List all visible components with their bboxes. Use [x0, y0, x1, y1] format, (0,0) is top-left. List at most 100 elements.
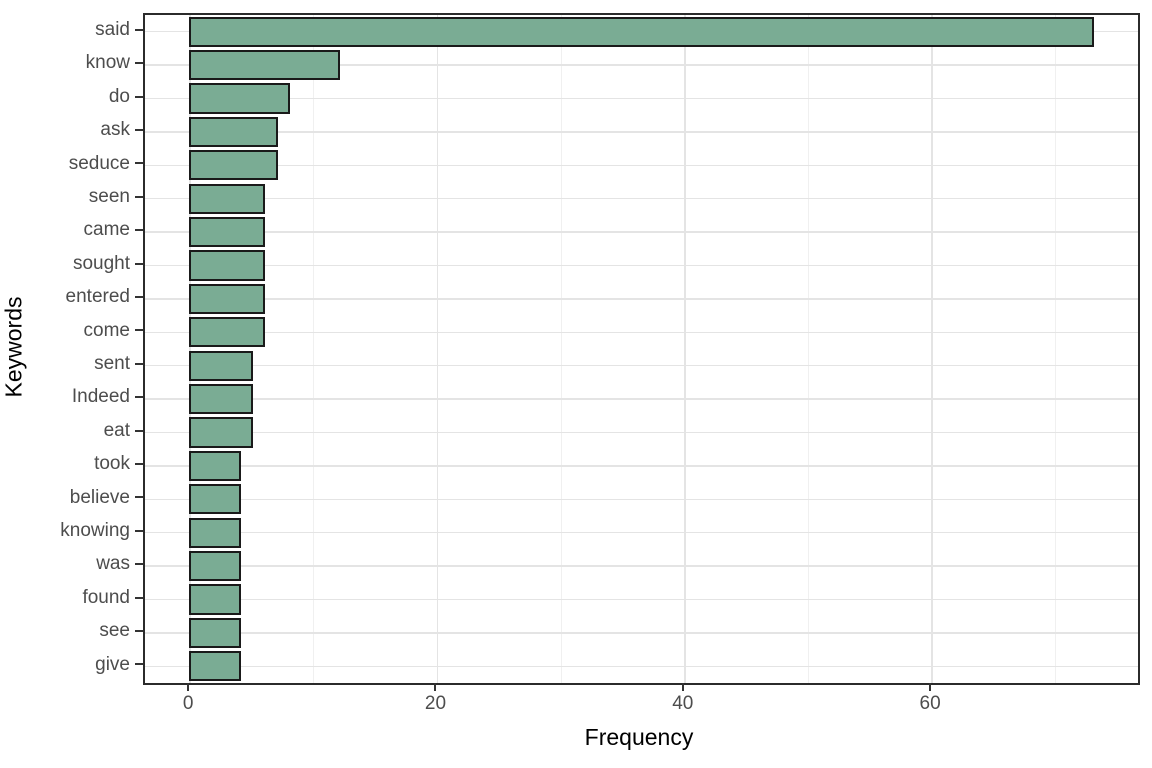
y-tick-label: know — [85, 52, 130, 74]
y-tick-mark — [135, 295, 143, 298]
y-tick-label: seduce — [68, 152, 130, 174]
y-tick-label: see — [99, 620, 130, 642]
bar-sent — [189, 350, 253, 381]
bar-knowing — [189, 517, 241, 548]
gridline-category — [145, 431, 1138, 434]
bar-said — [189, 16, 1094, 47]
y-tick-label: Indeed — [71, 386, 130, 408]
y-tick-mark — [135, 229, 143, 232]
gridline-major — [189, 15, 191, 683]
x-tick-mark — [187, 683, 190, 691]
y-tick-label: knowing — [60, 520, 130, 541]
y-tick-mark — [135, 95, 143, 98]
gridline-category — [145, 665, 1138, 668]
gridline-category — [145, 64, 1138, 66]
gridline-category — [145, 264, 1138, 267]
bar-believe — [189, 484, 241, 515]
gridline-category — [145, 298, 1138, 300]
bar-seduce — [189, 150, 278, 181]
y-tick-mark — [135, 496, 143, 499]
bar-found — [189, 584, 241, 615]
y-tick-label: entered — [65, 286, 130, 308]
y-tick-mark — [135, 28, 143, 31]
y-tick-label: seen — [88, 186, 130, 207]
y-tick-label: sent — [94, 353, 130, 374]
x-tick-mark — [929, 683, 932, 691]
y-tick-mark — [135, 329, 143, 332]
bar-was — [189, 551, 241, 582]
bar-seen — [189, 183, 266, 214]
y-tick-mark — [135, 128, 143, 131]
y-tick-mark — [135, 462, 143, 465]
bar-ask — [189, 116, 278, 147]
y-tick-label: said — [95, 19, 130, 40]
gridline-minor — [313, 15, 315, 683]
bar-entered — [189, 283, 266, 314]
gridline-major — [684, 15, 686, 683]
gridline-category — [145, 231, 1138, 233]
y-axis-labels: said know do ask seduce seen came sought entered… — [0, 13, 130, 681]
gridline-category — [145, 632, 1138, 634]
x-tick-mark — [434, 683, 437, 691]
gridline-category — [145, 565, 1138, 567]
y-tick-label: found — [82, 586, 130, 608]
gridline-minor — [560, 15, 562, 683]
y-tick-mark — [135, 563, 143, 566]
x-tick-label: 40 — [672, 693, 694, 714]
y-tick-label: believe — [69, 486, 130, 508]
bar-Indeed — [189, 384, 253, 415]
bar-see — [189, 617, 241, 648]
y-tick-mark — [135, 596, 143, 599]
bar-come — [189, 317, 266, 348]
y-tick-label: sought — [72, 252, 130, 274]
gridline-category — [145, 531, 1138, 534]
y-tick-mark — [135, 429, 143, 432]
y-tick-mark — [135, 262, 143, 265]
gridline-category — [145, 97, 1138, 100]
bar-sought — [189, 250, 266, 281]
y-tick-mark — [135, 162, 143, 165]
plot-panel — [143, 13, 1140, 685]
bar-give — [189, 651, 241, 682]
y-tick-label: ask — [100, 119, 130, 141]
y-tick-label: give — [95, 653, 130, 675]
y-tick-mark — [135, 195, 143, 198]
gridline-category — [145, 164, 1138, 167]
x-tick-label: 60 — [919, 693, 941, 714]
y-tick-mark — [135, 62, 143, 65]
gridline-category — [145, 398, 1138, 400]
x-axis: 0 20 40 60 — [143, 683, 1136, 723]
y-tick-label: do — [108, 85, 130, 107]
y-tick-mark — [135, 629, 143, 632]
y-tick-label: eat — [103, 419, 130, 441]
gridline-category — [145, 131, 1138, 133]
bar-know — [189, 50, 340, 81]
x-tick-label: 0 — [182, 693, 194, 714]
bar-came — [189, 217, 266, 248]
gridline-category — [145, 598, 1138, 601]
bar-eat — [189, 417, 253, 448]
y-tick-mark — [135, 396, 143, 399]
y-tick-mark — [135, 529, 143, 532]
gridline-major — [931, 15, 933, 683]
bar-took — [189, 450, 241, 481]
gridline-major — [436, 15, 439, 683]
y-tick-label: took — [94, 453, 130, 475]
y-tick-label: was — [96, 553, 130, 575]
gridline-minor — [807, 15, 809, 683]
y-tick-mark — [135, 362, 143, 365]
x-axis-title: Frequency — [584, 724, 694, 750]
gridline-category — [145, 197, 1138, 200]
gridline-category — [145, 498, 1138, 501]
y-tick-label: came — [83, 219, 130, 241]
gridline-category — [145, 364, 1138, 367]
gridline-minor — [1055, 15, 1057, 683]
y-tick-label: come — [83, 319, 130, 341]
gridline-category — [145, 465, 1138, 467]
x-tick-label: 20 — [424, 693, 447, 714]
gridline-category — [145, 331, 1138, 334]
x-tick-mark — [681, 683, 684, 691]
y-tick-mark — [135, 663, 143, 666]
bar-do — [189, 83, 291, 114]
